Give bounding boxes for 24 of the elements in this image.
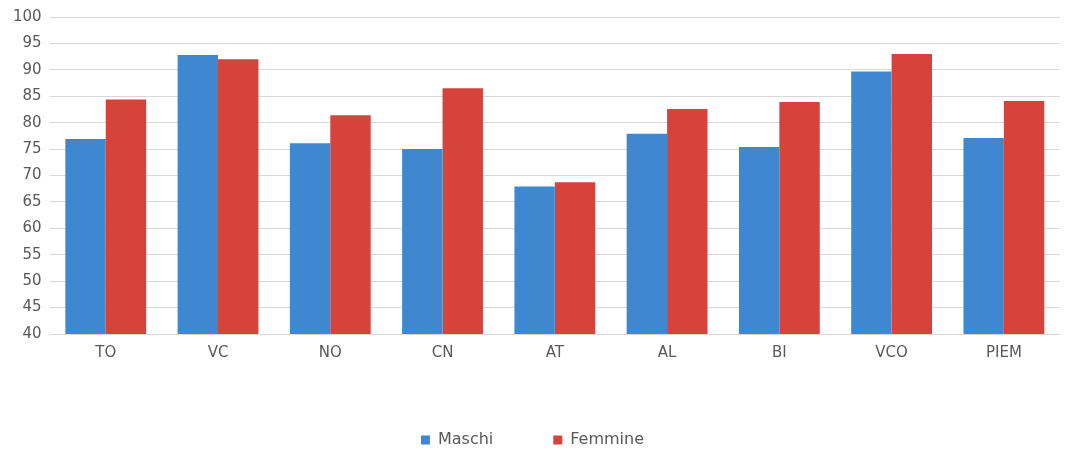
y-tick-label: 90 [22,59,42,78]
x-tick-label: PIEM [985,342,1022,361]
y-tick-label: 95 [22,33,42,52]
x-tick-label: AL [657,342,678,361]
legend-label: Femmine [570,429,645,449]
y-tick-label: 80 [22,112,42,131]
legend-label: Maschi [437,429,494,449]
y-tick-label: 60 [22,218,42,237]
x-tick-label: NO [318,342,342,361]
x-tick-label: BI [771,342,787,361]
y-tick-label: 40 [22,323,42,342]
y-tick-label: 65 [22,191,42,210]
y-tick-label: 70 [22,165,42,184]
x-tick-label: VCO [875,342,908,361]
y-tick-label: 100 [12,6,42,25]
x-tick-label: TO [94,342,117,361]
x-tick-label: VC [207,342,229,361]
y-tick-label: 50 [22,271,42,290]
x-tick-label: CN [431,342,454,361]
y-tick-label: 85 [22,86,42,105]
x-tick-label: AT [545,342,565,361]
y-tick-label: 75 [22,138,42,157]
y-tick-label: 55 [22,244,42,263]
y-tick-label: 45 [22,297,42,316]
